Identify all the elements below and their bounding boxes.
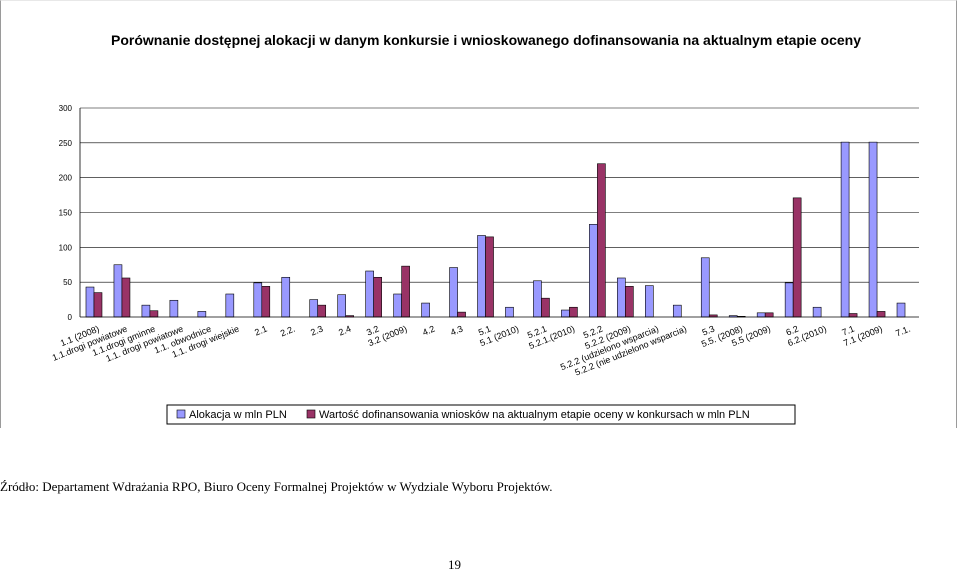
bar-funding	[401, 265, 410, 318]
bar-allocation	[505, 306, 514, 318]
bar-allocation	[645, 285, 654, 318]
x-tick-label: 2.1	[253, 324, 268, 338]
bar-allocation	[393, 293, 402, 318]
bar-funding	[93, 292, 103, 318]
bar-allocation	[309, 299, 319, 318]
bar-funding	[625, 286, 634, 318]
bar-funding	[149, 310, 159, 318]
x-tick-label: 7.1	[840, 324, 855, 338]
bar-allocation	[169, 299, 179, 318]
x-tick-label: 2.3	[309, 324, 324, 338]
bar-allocation	[756, 312, 766, 318]
y-tick-label: 100	[59, 243, 73, 252]
chart-frame: Porównanie dostępnej alokacji w danym ko…	[0, 0, 957, 428]
y-tick-label: 0	[68, 313, 73, 322]
bar-chart: Porównanie dostępnej alokacji w danym ko…	[51, 32, 919, 425]
bar-funding	[373, 276, 382, 318]
bar-funding	[848, 313, 858, 318]
chart-title: Porównanie dostępnej alokacji w danym ko…	[111, 32, 861, 48]
bar-allocation	[253, 282, 263, 318]
legend-label-funding: Wartość dofinansowania wniosków na aktua…	[319, 409, 750, 421]
x-tick-label: 5.3	[701, 324, 716, 338]
x-tick-label: 6.2	[785, 324, 800, 338]
bar-allocation	[85, 286, 95, 318]
bar-allocation	[589, 224, 598, 318]
source-note: Źródło: Departament Wdrażania RPO, Biuro…	[0, 479, 553, 494]
bar-allocation	[477, 235, 486, 318]
bar-allocation	[561, 309, 570, 318]
bar-allocation	[281, 276, 291, 318]
bar-allocation	[113, 264, 123, 318]
bar-allocation	[533, 280, 542, 318]
y-tick-label: 50	[63, 278, 72, 287]
page-number: 19	[448, 557, 461, 572]
bar-allocation	[225, 293, 235, 318]
x-tick-label: 7.1.	[894, 324, 912, 339]
bars	[85, 141, 906, 318]
bar-allocation	[672, 304, 682, 318]
legend-label-allocation: Alokacja w mln PLN	[189, 409, 287, 421]
bar-funding	[792, 197, 802, 318]
x-tick-label: 5.1	[477, 324, 492, 338]
y-tick-label: 150	[59, 209, 73, 218]
x-tick-label: 4.2	[421, 324, 436, 338]
legend-swatch-allocation	[176, 409, 186, 419]
bar-allocation	[197, 311, 207, 318]
bar-funding	[764, 312, 774, 318]
gridlines	[80, 107, 919, 283]
bar-allocation	[784, 282, 794, 318]
legend: Alokacja w mln PLN Wartość dofinansowani…	[166, 404, 796, 425]
x-tick-label: 2.4	[337, 324, 352, 338]
bar-allocation	[449, 267, 458, 318]
legend-swatch-funding	[306, 409, 316, 419]
bar-funding	[457, 311, 466, 318]
bar-funding	[485, 236, 494, 318]
bar-allocation	[617, 277, 626, 318]
x-tick-label: 2.2.	[279, 324, 297, 339]
bar-allocation	[868, 141, 878, 318]
y-tick-label: 250	[59, 139, 73, 148]
bar-allocation	[700, 257, 710, 318]
bar-allocation	[141, 304, 151, 318]
bar-allocation	[365, 270, 374, 318]
y-tick-label: 200	[59, 174, 73, 183]
bar-funding	[121, 277, 131, 318]
bar-funding	[876, 311, 886, 318]
bar-funding	[597, 163, 606, 318]
bar-allocation	[337, 294, 346, 318]
bar-allocation	[421, 302, 430, 318]
bar-funding	[569, 306, 578, 318]
bar-funding	[261, 286, 271, 318]
bar-allocation	[812, 306, 822, 318]
bar-allocation	[896, 302, 906, 318]
bar-funding	[541, 297, 550, 318]
x-tick-label: 4.3	[449, 324, 464, 338]
x-tick-label: 3.2	[365, 324, 380, 338]
bar-allocation	[840, 141, 850, 318]
legend-box	[166, 404, 796, 425]
y-tick-label: 300	[59, 104, 73, 113]
bar-funding	[317, 304, 327, 318]
